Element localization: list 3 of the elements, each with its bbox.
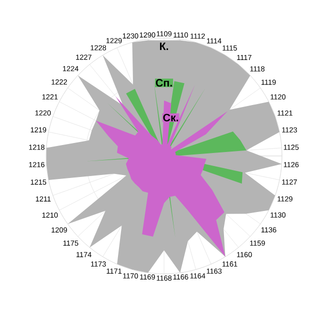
- series-label: К.: [160, 42, 168, 50]
- series-label: Ск.: [163, 114, 178, 122]
- series-label: Сп.: [156, 79, 172, 87]
